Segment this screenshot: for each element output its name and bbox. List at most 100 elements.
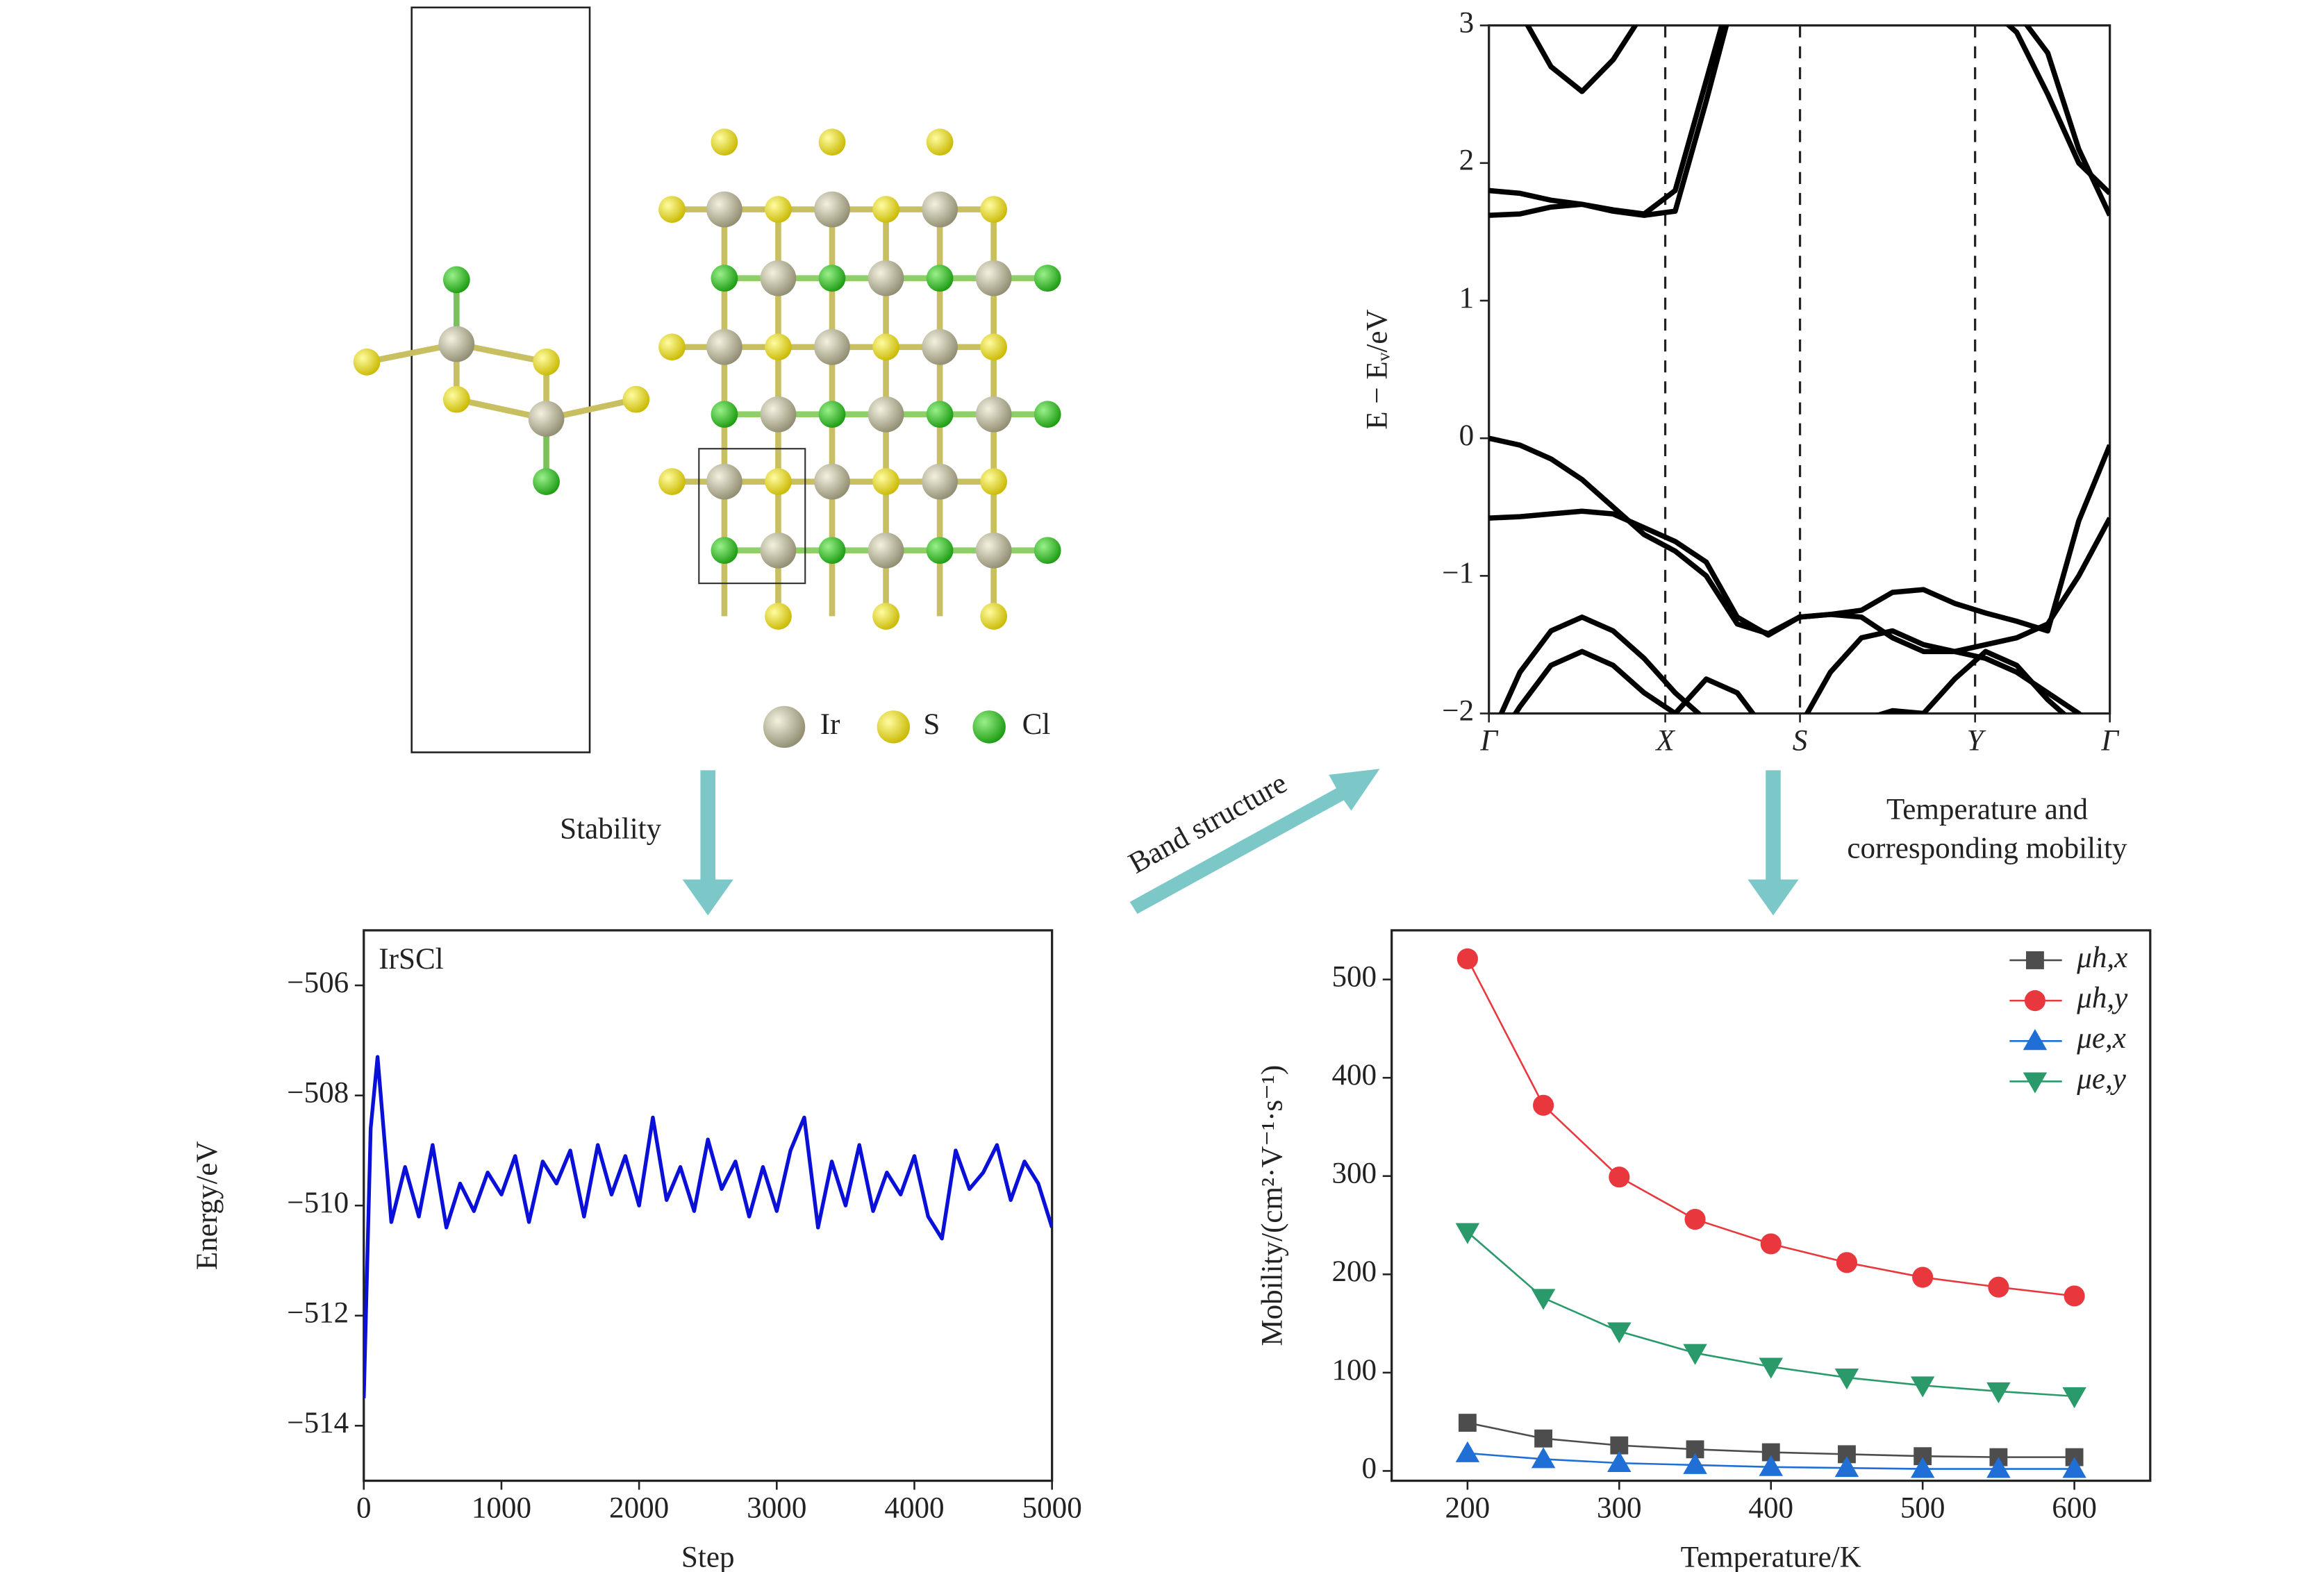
legend-label: Cl [1022, 708, 1051, 741]
marker [2064, 1285, 2085, 1307]
y-tick-label: −510 [287, 1187, 349, 1219]
legend-label: Ir [820, 708, 840, 741]
atom [442, 266, 470, 294]
legend-label: μe,y [2076, 1062, 2127, 1095]
series-line [1525, 25, 1638, 94]
marker [2062, 1457, 2086, 1478]
plot-area [1466, 958, 2075, 1470]
y-tick-label: 300 [1331, 1157, 1377, 1190]
marker [1531, 1289, 1556, 1310]
marker [1684, 1208, 1706, 1230]
y-tick-label: 0 [1362, 1452, 1377, 1485]
y-tick-label: −1 [1442, 557, 1474, 590]
legend-atom [972, 710, 1006, 744]
arrow-stability [682, 770, 733, 916]
atom [765, 333, 792, 361]
marker [1836, 1252, 1858, 1273]
atom [922, 463, 958, 500]
y-tick-label: −506 [287, 967, 349, 999]
side-cell [410, 6, 591, 753]
arrow-band [1129, 769, 1380, 914]
legend-marker [2024, 990, 2046, 1012]
atom [868, 532, 904, 569]
legend-marker [2026, 951, 2044, 969]
marker [1533, 1094, 1554, 1116]
series-line [1488, 508, 2110, 655]
marker [1759, 1357, 1783, 1379]
marker [1760, 1233, 1782, 1255]
annotation: Stability [560, 813, 661, 846]
marker [1609, 1167, 1630, 1188]
marker [1531, 1447, 1556, 1469]
atom [980, 603, 1008, 630]
y-tick-label: −512 [287, 1297, 349, 1330]
atom [658, 468, 686, 496]
y-tick-label: 1 [1459, 282, 1475, 315]
atom [818, 128, 846, 156]
plot-area [1488, 25, 2110, 714]
atom [760, 260, 797, 296]
atom [706, 463, 742, 500]
x-tick-label: 200 [1445, 1492, 1491, 1525]
y-tick-label: 400 [1331, 1059, 1377, 1092]
plot-frame [363, 929, 1054, 1482]
legend-label: μh,x [2076, 942, 2127, 974]
legend-atom [877, 710, 911, 744]
atom [760, 396, 797, 433]
atom [706, 191, 742, 228]
atom [922, 328, 958, 365]
x-axis-label: Temperature/K [1681, 1541, 1861, 1572]
atom [818, 537, 846, 565]
atom [926, 128, 954, 156]
atom [818, 401, 846, 428]
legend-atom [763, 705, 806, 749]
series-line [1512, 649, 2068, 714]
atom [765, 196, 792, 223]
atom [622, 385, 650, 413]
atom [814, 191, 850, 228]
marker [1912, 1266, 1934, 1288]
y-tick-label: −508 [287, 1077, 349, 1110]
x-tick-label: Γ [1479, 724, 1498, 757]
atom [533, 468, 560, 496]
y-tick-label: −514 [287, 1407, 349, 1439]
x-tick-label: 300 [1597, 1492, 1642, 1525]
atom [814, 328, 850, 365]
atom [926, 265, 954, 292]
atom [926, 537, 954, 565]
atom [711, 537, 738, 565]
x-tick-label: 500 [1900, 1492, 1945, 1525]
x-tick-label: S [1793, 724, 1808, 757]
x-tick-label: 400 [1748, 1492, 1793, 1525]
atom [765, 603, 792, 630]
y-tick-label: 3 [1459, 7, 1475, 40]
arrow-mobility [1748, 770, 1799, 916]
x-tick-label: 600 [2052, 1492, 2097, 1525]
y-axis-label: E − Eᵥ/eV [1361, 309, 1393, 429]
atom [711, 401, 738, 428]
y-tick-label: 100 [1331, 1354, 1377, 1387]
atom [1034, 401, 1061, 428]
x-tick-label: X [1654, 724, 1675, 757]
atom [438, 326, 475, 362]
unit-cell [698, 448, 806, 585]
y-tick-label: 500 [1331, 961, 1377, 994]
plot-area [363, 1055, 1052, 1398]
atom [528, 401, 565, 437]
marker [1834, 1369, 1859, 1390]
legend-label: S [923, 708, 940, 741]
marker [1534, 1429, 1553, 1448]
atom [533, 348, 560, 376]
marker [1759, 1455, 1783, 1476]
atom [658, 196, 686, 223]
atom [765, 468, 792, 496]
chart-annotation: IrSCl [379, 943, 443, 976]
marker [1458, 1414, 1477, 1432]
atom [980, 333, 1008, 361]
atom [818, 265, 846, 292]
series-line [1498, 614, 2083, 714]
atom [1034, 537, 1061, 565]
atom [1034, 265, 1061, 292]
plot-frame [1391, 929, 2152, 1482]
atom [980, 468, 1008, 496]
